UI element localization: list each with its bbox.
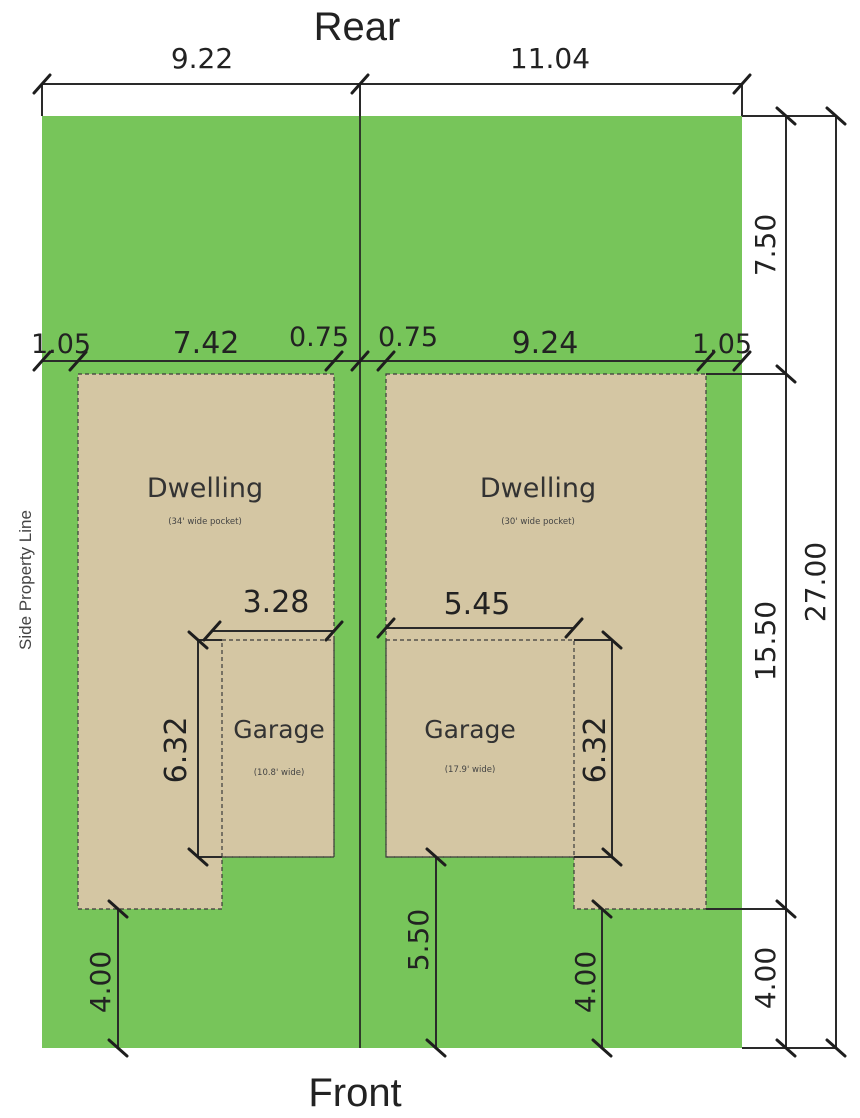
tick-mark — [324, 620, 344, 642]
tick-mark — [376, 617, 396, 639]
tick-mark — [68, 350, 88, 372]
left-garage-note: (10.8' wide) — [254, 768, 305, 778]
dim-right-dwelling-width: 9.24 — [512, 326, 579, 361]
rear-label: Rear — [314, 5, 401, 49]
dim-right-garage-width: 5.45 — [444, 587, 511, 622]
tick-mark — [32, 350, 52, 372]
dim-lot-left-width: 9.22 — [171, 42, 233, 75]
dim-dwelling-depth: 15.50 — [749, 601, 782, 681]
left-garage — [221, 639, 335, 858]
tick-mark — [202, 620, 222, 642]
dim-right-side-setback: 1.05 — [692, 329, 752, 360]
dim-left-front-setback: 4.00 — [84, 951, 117, 1013]
left-dwelling-note: (34' wide pocket) — [168, 517, 242, 527]
dim-lot-right-width: 11.04 — [510, 42, 590, 75]
tick-mark — [775, 899, 797, 919]
tick-mark — [732, 73, 752, 95]
right-garage-title: Garage — [424, 715, 516, 744]
right-dwelling-title: Dwelling — [480, 473, 596, 504]
side-property-line-label: Side Property Line — [16, 510, 35, 650]
dim-right-party-setback: 0.75 — [378, 322, 438, 353]
tick-mark — [376, 350, 396, 372]
left-garage-title: Garage — [233, 715, 325, 744]
tick-mark — [775, 364, 797, 384]
tick-mark — [696, 350, 716, 372]
tick-mark — [564, 617, 584, 639]
tick-mark — [107, 1038, 129, 1058]
right-dwelling — [385, 373, 707, 910]
left-dwelling-title: Dwelling — [147, 473, 263, 504]
tick-mark — [350, 73, 370, 95]
dim-right-garage-depth: 6.32 — [578, 717, 613, 784]
tick-mark — [425, 847, 447, 867]
tick-mark — [324, 350, 344, 372]
tick-mark — [32, 73, 52, 95]
tick-mark — [601, 847, 623, 867]
dim-left-dwelling-width: 7.42 — [173, 326, 240, 361]
dim-right-driveway: 5.50 — [402, 909, 435, 971]
dim-front-setback: 4.00 — [749, 947, 782, 1009]
tick-mark — [187, 847, 209, 867]
dim-left-side-setback: 1.05 — [31, 329, 91, 360]
dim-total-depth: 27.00 — [799, 542, 832, 622]
tick-mark — [825, 106, 847, 126]
tick-mark — [425, 1038, 447, 1058]
tick-mark — [350, 350, 370, 372]
tick-mark — [591, 1038, 613, 1058]
tick-mark — [601, 630, 623, 650]
right-garage-note: (17.9' wide) — [445, 765, 496, 775]
tick-mark — [732, 350, 752, 372]
tick-mark — [775, 1038, 797, 1058]
tick-mark — [775, 106, 797, 126]
tick-mark — [825, 1038, 847, 1058]
dim-left-party-setback: 0.75 — [289, 322, 349, 353]
left-dwelling — [77, 373, 335, 910]
tick-mark — [187, 630, 209, 650]
dim-left-garage-depth: 6.32 — [159, 717, 194, 784]
tick-mark — [107, 899, 129, 919]
front-label: Front — [308, 1071, 401, 1115]
dim-right-dwelling-front: 4.00 — [569, 951, 602, 1013]
dim-rear-setback: 7.50 — [749, 214, 782, 276]
right-garage — [385, 639, 575, 858]
right-dwelling-note: (30' wide pocket) — [501, 517, 575, 527]
tick-mark — [591, 899, 613, 919]
dim-left-garage-width: 3.28 — [243, 585, 310, 620]
